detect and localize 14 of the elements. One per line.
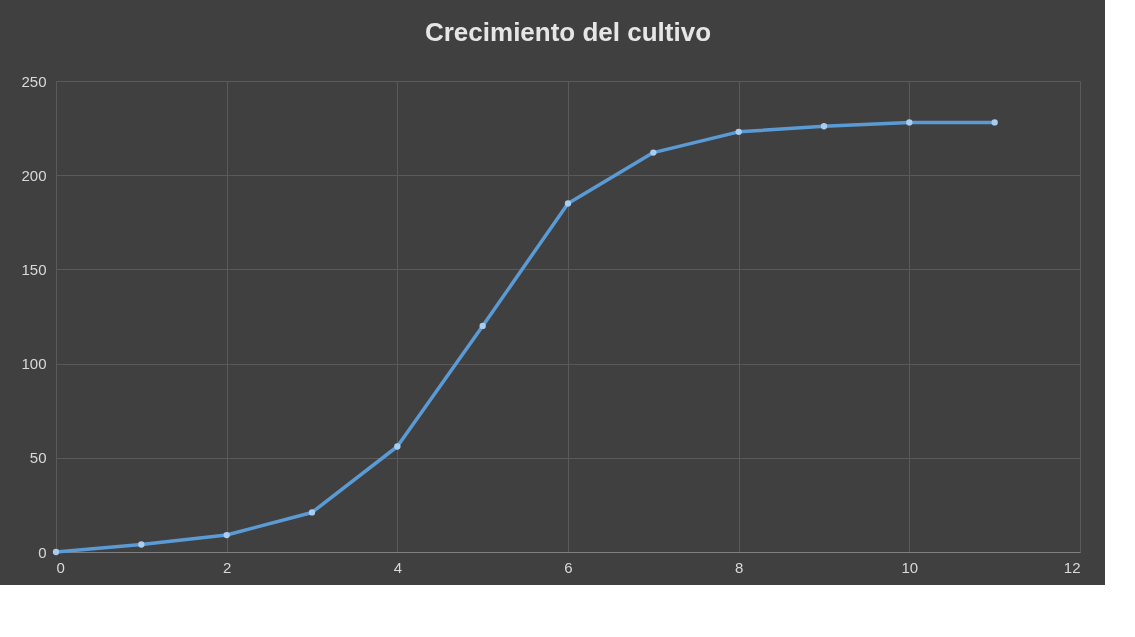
x-tick-label: 2 <box>222 558 232 576</box>
x-tick-label: 10 <box>901 558 919 576</box>
x-tick-label: 6 <box>564 558 573 576</box>
x-tick-label: 0 <box>56 558 65 576</box>
y-tick-label: 150 <box>21 260 47 278</box>
x-tick-label: 4 <box>393 558 403 576</box>
y-tick-label: 200 <box>21 166 47 184</box>
y-tick-label: 100 <box>21 355 47 373</box>
y-tick-label: 50 <box>29 449 47 467</box>
y-tick-label: 250 <box>21 72 47 90</box>
y-tick-label: 0 <box>38 543 47 561</box>
x-tick-label: 12 <box>1063 558 1081 576</box>
x-tick-label: 8 <box>734 558 744 576</box>
chart-title: Crecimiento del cultivo <box>424 17 712 47</box>
